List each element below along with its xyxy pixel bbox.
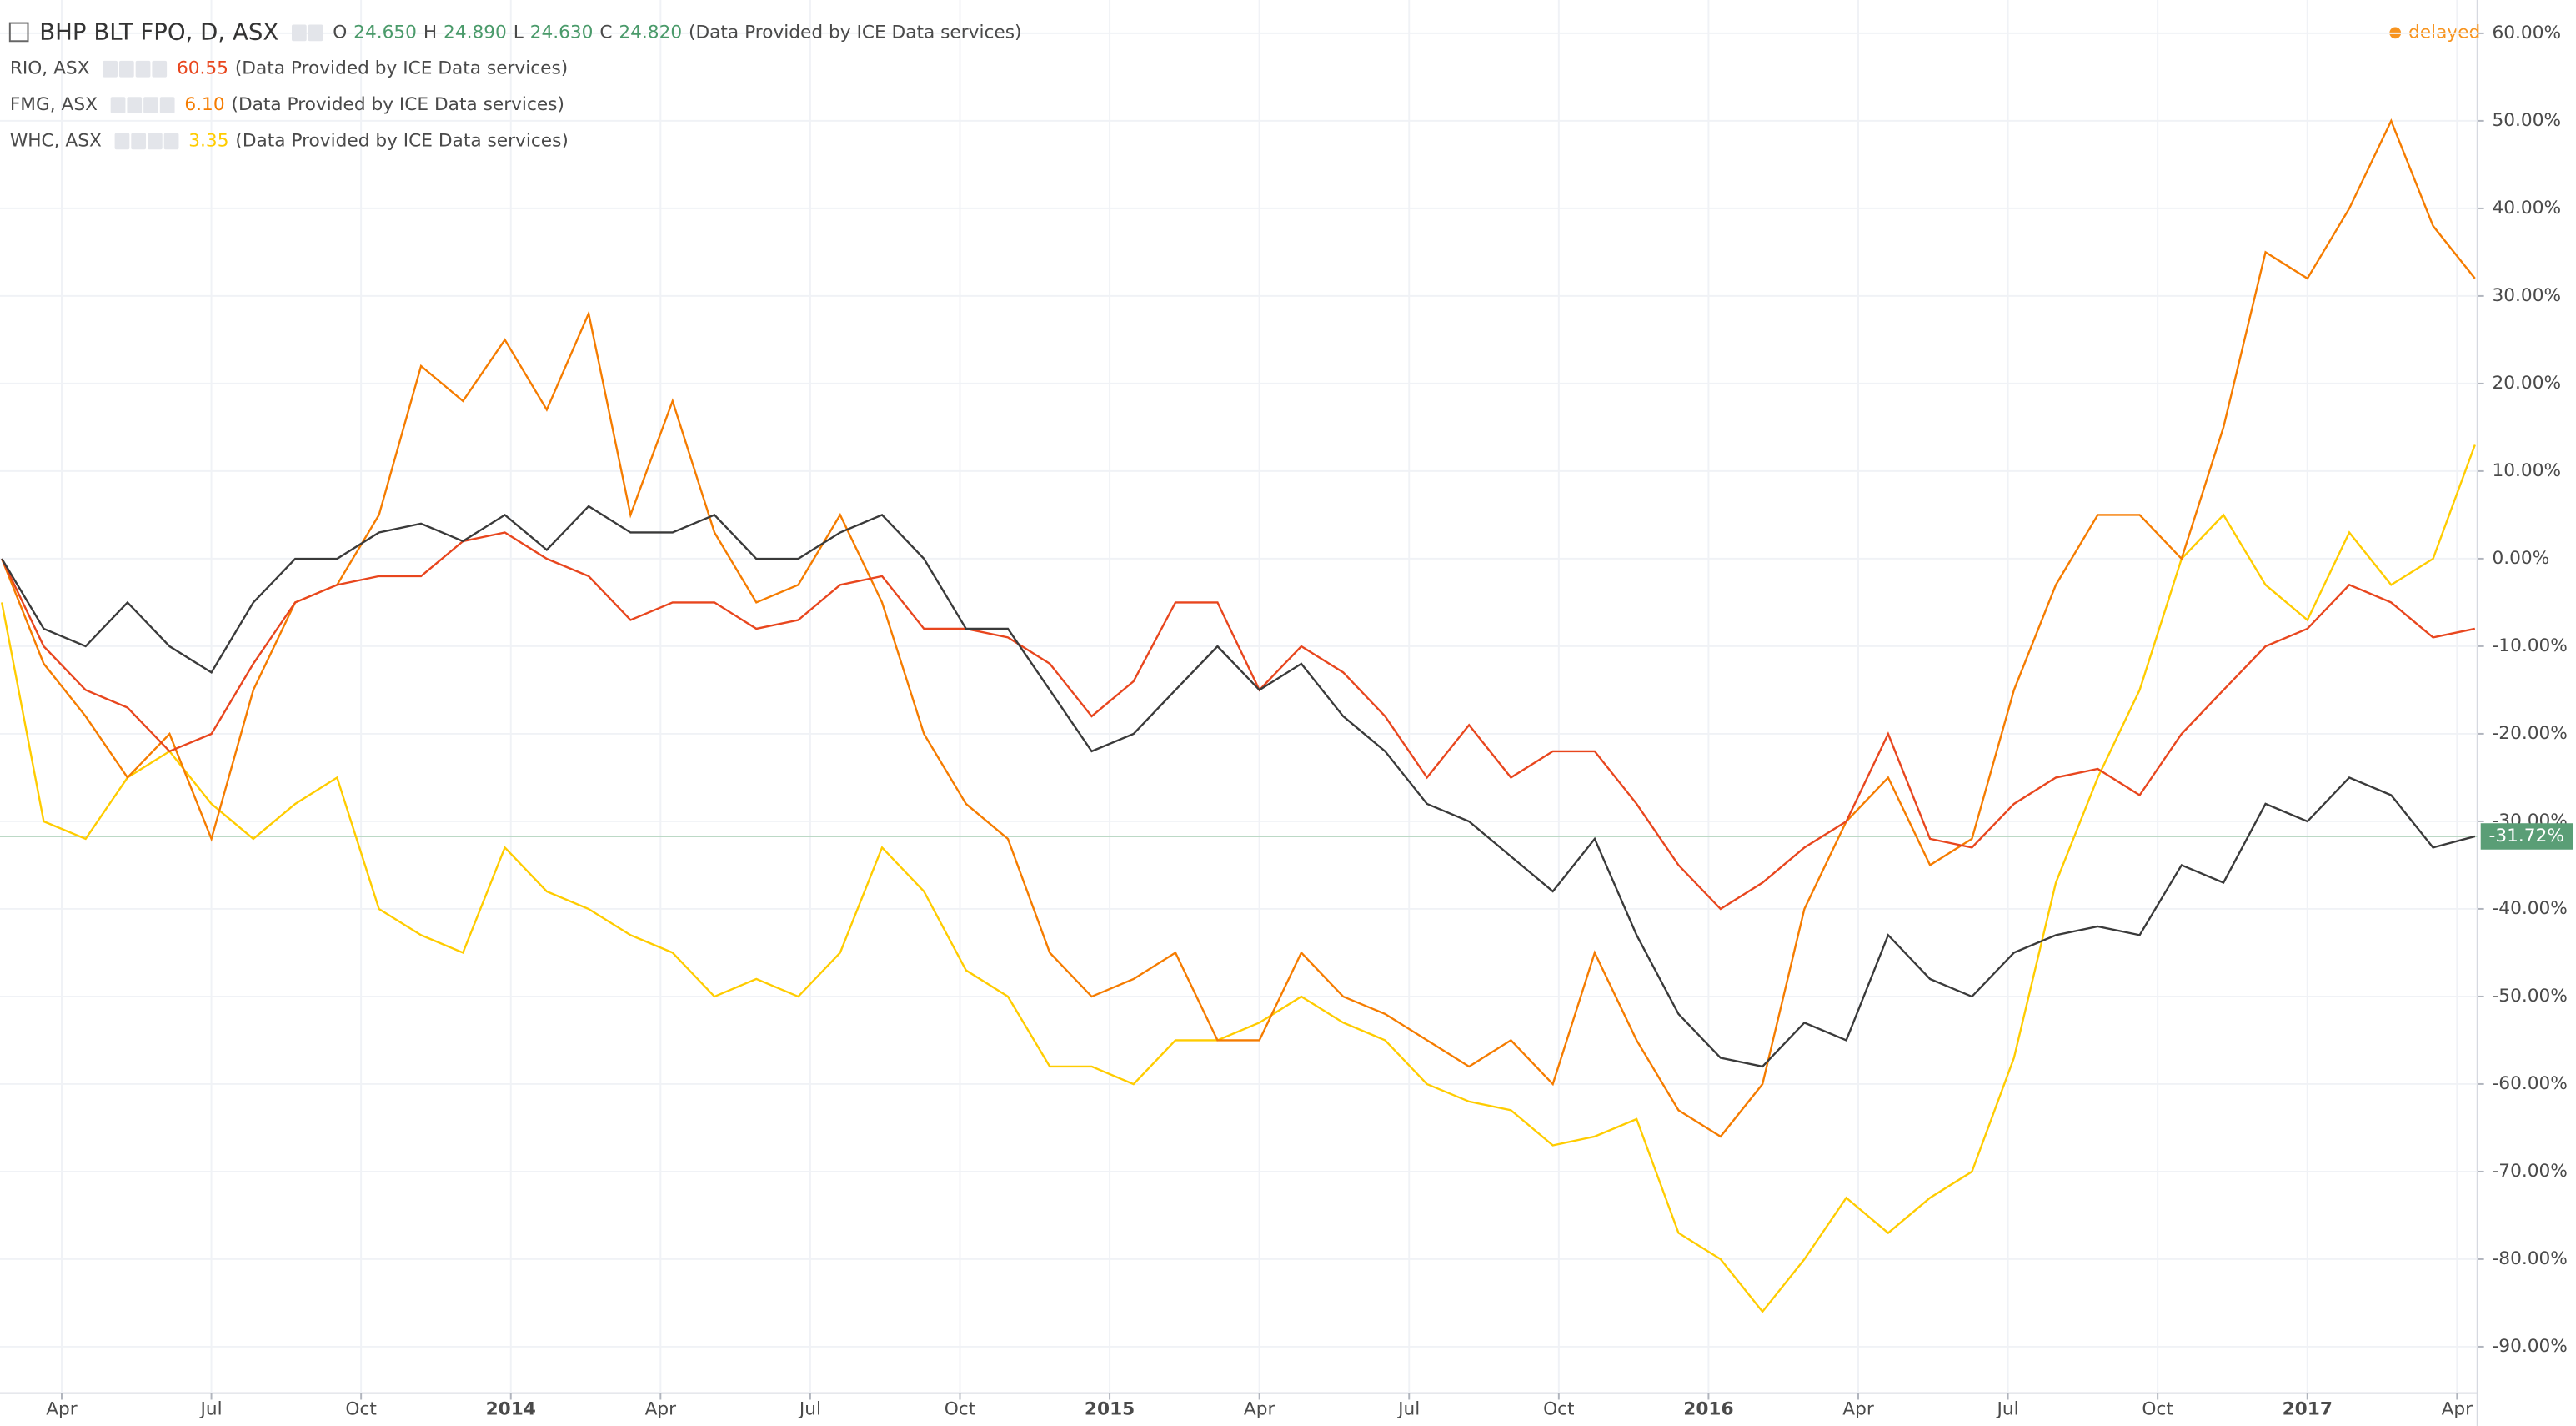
legend-price: 3.35 bbox=[188, 130, 228, 151]
series-line bbox=[1, 118, 2476, 1138]
series-line bbox=[1, 531, 2476, 911]
x-tick-label: Jul bbox=[1996, 1398, 2019, 1419]
x-tick-label: 2017 bbox=[2283, 1398, 2333, 1419]
legend-name: BHP BLT FPO, D, ASX bbox=[39, 18, 278, 45]
y-tick-label: -80.00% bbox=[2492, 1248, 2567, 1269]
ohlc-label: O bbox=[333, 22, 347, 43]
x-tick-label: Oct bbox=[945, 1398, 975, 1419]
ohlc-label: L bbox=[514, 22, 524, 43]
x-tick-label: 2016 bbox=[1683, 1398, 1733, 1419]
x-tick-label: Apr bbox=[2442, 1398, 2473, 1419]
source-note: (Data Provided by ICE Data services) bbox=[232, 94, 564, 115]
legend-icon bbox=[291, 24, 307, 42]
last-value-label: -31.72% bbox=[2489, 826, 2564, 846]
series-line bbox=[1, 444, 2476, 1313]
legend-icon bbox=[148, 133, 163, 150]
y-tick-label: 40.00% bbox=[2492, 198, 2561, 218]
legend-name: RIO, ASX bbox=[10, 58, 90, 79]
legend-icon bbox=[308, 24, 323, 42]
collapse-icon bbox=[8, 22, 29, 43]
y-tick-label: -60.00% bbox=[2492, 1073, 2567, 1094]
x-tick-label: Oct bbox=[1543, 1398, 1574, 1419]
y-tick-label: -20.00% bbox=[2492, 723, 2567, 744]
legend-icon bbox=[131, 133, 147, 150]
legend-price: 60.55 bbox=[177, 58, 228, 79]
y-tick-label: -90.00% bbox=[2492, 1336, 2567, 1357]
last-value-box bbox=[2480, 823, 2573, 850]
x-tick-label: Oct bbox=[2142, 1398, 2173, 1419]
x-tick-label: Jul bbox=[1396, 1398, 1420, 1419]
y-tick-label: -40.00% bbox=[2492, 898, 2567, 919]
y-tick-label: -10.00% bbox=[2492, 635, 2567, 656]
legend-icon bbox=[159, 97, 175, 113]
x-tick-label: Jul bbox=[199, 1398, 223, 1419]
y-tick-label: 60.00% bbox=[2492, 23, 2561, 43]
ohlc-value: 24.650 bbox=[353, 22, 417, 43]
legend-icon bbox=[110, 97, 126, 113]
ohlc-value: 24.630 bbox=[530, 22, 594, 43]
ohlc-value: 24.820 bbox=[619, 22, 682, 43]
x-tick-label: 2014 bbox=[486, 1398, 536, 1419]
legend-icon bbox=[103, 60, 118, 78]
y-tick-label: 30.00% bbox=[2492, 285, 2561, 306]
source-note: (Data Provided by ICE Data services) bbox=[235, 58, 568, 79]
source-note: (Data Provided by ICE Data services) bbox=[235, 130, 568, 151]
legend-icon bbox=[152, 60, 168, 78]
legend-icon bbox=[163, 133, 179, 150]
x-tick-label: Apr bbox=[645, 1398, 677, 1419]
legend-name: FMG, ASX bbox=[10, 94, 98, 115]
y-tick-label: 10.00% bbox=[2492, 460, 2561, 481]
y-tick-label: -50.00% bbox=[2492, 986, 2567, 1007]
x-tick-label: Jul bbox=[798, 1398, 821, 1419]
legend-price: 6.10 bbox=[184, 94, 224, 115]
legend-name: WHC, ASX bbox=[10, 130, 102, 151]
legend-icon bbox=[143, 97, 158, 113]
x-tick-label: 2015 bbox=[1085, 1398, 1135, 1419]
x-tick-label: Apr bbox=[46, 1398, 78, 1419]
ohlc-value: 24.890 bbox=[444, 22, 507, 43]
legend-icon bbox=[127, 97, 143, 113]
y-tick-label: 0.00% bbox=[2492, 548, 2549, 569]
source-note: (Data Provided by ICE Data services) bbox=[689, 22, 1021, 43]
ohlc-label: H bbox=[423, 22, 437, 43]
x-tick-label: Apr bbox=[1244, 1398, 1275, 1419]
x-tick-label: Oct bbox=[345, 1398, 376, 1419]
legend-icon bbox=[114, 133, 130, 150]
series-line bbox=[1, 505, 2476, 1068]
x-tick-label: Apr bbox=[1842, 1398, 1874, 1419]
y-tick-label: 20.00% bbox=[2492, 373, 2561, 394]
ohlc-label: C bbox=[599, 22, 612, 43]
legend-icon bbox=[118, 60, 134, 78]
y-tick-label: 50.00% bbox=[2492, 110, 2561, 131]
y-tick-label: -70.00% bbox=[2492, 1161, 2567, 1182]
delayed-label: delayed bbox=[2408, 22, 2480, 43]
legend-icon bbox=[135, 60, 151, 78]
